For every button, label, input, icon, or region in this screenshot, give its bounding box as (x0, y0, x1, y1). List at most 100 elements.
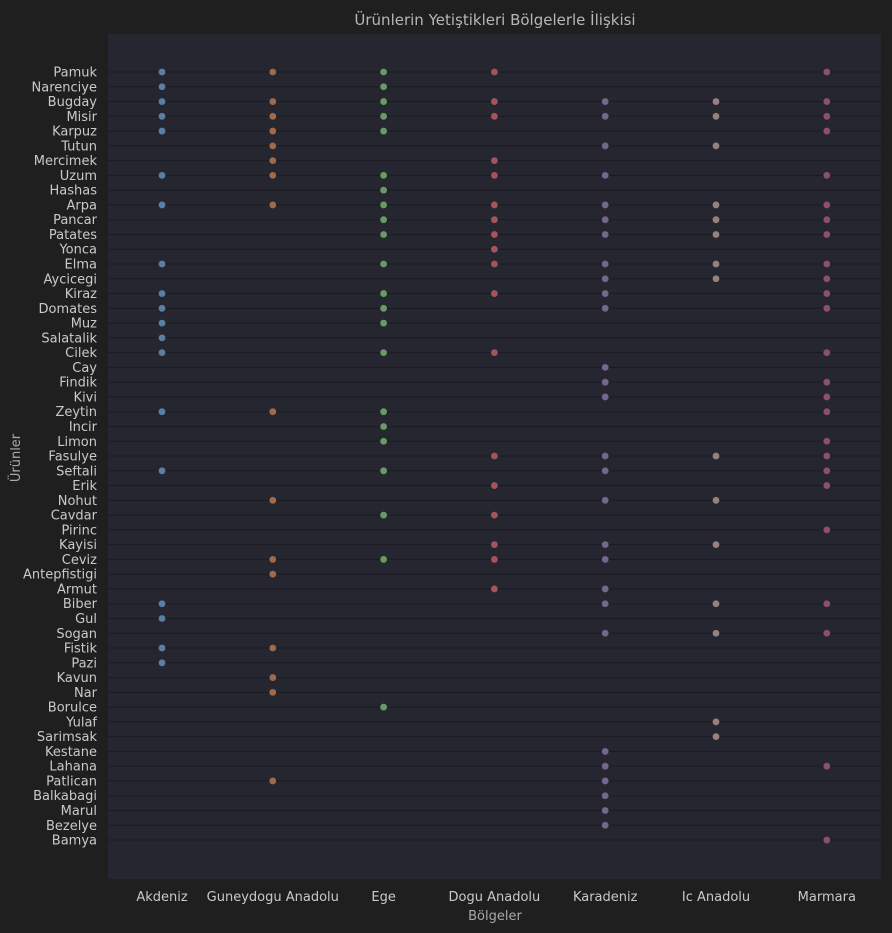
data-point (823, 452, 831, 460)
data-point (491, 171, 498, 179)
x-tick-label: Ic Anadolu (682, 890, 750, 905)
data-point (823, 526, 831, 534)
y-tick-label: Bamya (52, 834, 97, 849)
data-point (712, 452, 720, 460)
data-point (380, 290, 387, 297)
data-point (269, 112, 277, 120)
data-point (601, 171, 609, 179)
data-point (601, 541, 609, 549)
y-tick-label: Fasulye (48, 450, 97, 465)
data-point (823, 393, 831, 401)
y-tick-label: Kayisi (59, 538, 97, 553)
data-point (158, 659, 166, 667)
y-tick-label: Biber (63, 597, 98, 612)
data-point (491, 511, 498, 519)
y-tick-label: Borulce (48, 701, 97, 716)
data-point (601, 585, 609, 593)
y-tick-label: Aycicegi (44, 272, 97, 287)
y-tick-label: Narenciye (32, 80, 97, 95)
data-point (823, 98, 831, 105)
y-tick-label: Yonca (58, 243, 97, 258)
data-point (601, 201, 609, 209)
data-point (823, 231, 831, 238)
data-point (601, 216, 609, 224)
y-tick-label: Yulaf (65, 715, 97, 730)
data-point (712, 260, 720, 268)
data-point (823, 260, 831, 268)
data-point (380, 511, 387, 519)
data-point (158, 98, 166, 105)
data-point (712, 216, 720, 224)
data-point (601, 304, 609, 312)
data-point (601, 275, 609, 283)
data-point (823, 408, 831, 416)
data-point (158, 260, 166, 268)
data-point (712, 541, 720, 549)
data-point (712, 629, 720, 637)
data-point (380, 349, 387, 357)
data-point (380, 423, 387, 430)
data-point (380, 98, 387, 105)
data-point (823, 201, 831, 209)
data-point (269, 556, 277, 563)
data-point (158, 83, 166, 91)
data-point (823, 171, 831, 179)
x-axis-label: Bölgeler (468, 909, 522, 924)
data-point (491, 112, 498, 120)
data-point (269, 171, 277, 179)
data-point (491, 556, 498, 563)
data-point (601, 112, 609, 120)
data-point (601, 629, 609, 637)
data-point (491, 290, 498, 297)
y-tick-label: Zeytin (55, 405, 97, 420)
y-tick-label: Tutun (60, 139, 97, 154)
data-point (380, 408, 387, 416)
y-tick-label: Misir (66, 110, 97, 125)
data-point (601, 807, 609, 814)
data-point (380, 216, 387, 224)
y-tick-label: Kestane (45, 745, 97, 760)
data-point (269, 142, 277, 150)
data-point (269, 127, 277, 135)
y-tick-label: Sogan (56, 627, 97, 642)
y-tick-label: Cilek (65, 346, 97, 361)
y-axis-label: Ürünler (7, 433, 24, 482)
data-point (712, 496, 720, 504)
data-points (158, 68, 831, 844)
data-point (491, 541, 498, 549)
data-point (491, 482, 498, 489)
y-tick-label: Pancar (53, 213, 98, 228)
y-tick-label: Erik (72, 479, 97, 494)
data-point (823, 836, 831, 844)
data-point (158, 334, 166, 342)
data-point (823, 112, 831, 120)
data-point (823, 349, 831, 357)
x-tick-label: Guneydogu Anadolu (207, 890, 339, 905)
data-point (491, 201, 498, 209)
data-point (712, 201, 720, 209)
data-point (269, 644, 277, 652)
data-point (158, 600, 166, 608)
data-point (491, 452, 498, 460)
y-tick-label: Karpuz (52, 125, 97, 140)
data-point (380, 83, 387, 91)
data-point (823, 304, 831, 312)
data-point (601, 600, 609, 608)
y-tick-label: Arpa (67, 198, 97, 213)
data-point (823, 68, 831, 76)
data-point (712, 112, 720, 120)
data-point (601, 792, 609, 800)
data-point (601, 496, 609, 504)
y-tick-label: Bugday (48, 95, 98, 110)
data-point (823, 216, 831, 224)
data-point (491, 216, 498, 224)
data-point (158, 201, 166, 209)
data-point (712, 275, 720, 283)
data-point (712, 142, 720, 150)
data-point (380, 703, 387, 711)
data-point (601, 231, 609, 238)
y-tick-label: Limon (57, 435, 97, 450)
data-point (823, 290, 831, 297)
y-tick-label: Elma (65, 258, 97, 273)
